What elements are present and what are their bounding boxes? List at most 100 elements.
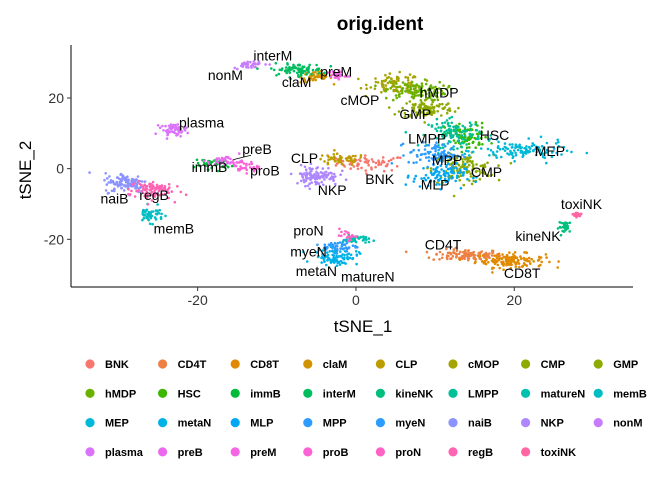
point-LMPP: [442, 136, 446, 140]
point-GMP: [417, 105, 420, 109]
point-naiB: [125, 180, 128, 183]
point-MPP: [440, 151, 444, 154]
point-regB: [127, 192, 130, 196]
point-LMPP: [422, 133, 426, 137]
point-hMDP: [415, 83, 419, 86]
point-CD8T: [548, 260, 551, 264]
point-CD4T: [462, 255, 466, 259]
point-proN: [343, 233, 346, 236]
point-CMP: [465, 171, 469, 174]
point-GMP: [419, 103, 423, 106]
point-BNK: [348, 163, 352, 166]
legend-key-HSC: [158, 388, 168, 398]
point-metaN: [348, 256, 352, 260]
point-regB: [176, 185, 179, 188]
point-metaN: [325, 254, 329, 258]
point-MEP: [527, 137, 530, 140]
point-preB: [220, 162, 223, 165]
point-CD4T: [455, 253, 459, 256]
point-LMPP: [448, 129, 451, 133]
point-hMDP: [431, 92, 435, 95]
point-CD4T: [432, 258, 436, 261]
point-CD8T: [474, 260, 477, 264]
point-NKP: [329, 177, 333, 180]
legend-entry-myeN: myeN: [375, 418, 425, 430]
point-CD8T: [491, 257, 495, 261]
point-NKP: [315, 167, 318, 170]
point-preB: [214, 158, 218, 162]
point-MEP: [529, 147, 532, 150]
point-LMPP: [450, 135, 454, 139]
point-NKP: [289, 172, 293, 176]
point-MLP: [444, 179, 448, 183]
point-kineNK: [564, 227, 568, 230]
point-hMDP: [450, 87, 453, 91]
point-nonM: [254, 62, 257, 65]
point-memB: [153, 216, 157, 219]
point-preB: [237, 152, 241, 155]
point-myeN: [345, 241, 349, 245]
point-plasma: [154, 132, 157, 135]
point-CMP: [466, 165, 469, 169]
point-HSC: [454, 141, 457, 145]
point-metaN: [338, 263, 342, 266]
legend-key-NKP: [521, 418, 531, 428]
point-claM: [302, 77, 306, 80]
point-MEP: [525, 145, 528, 148]
point-CD8T: [496, 255, 500, 258]
cluster-label-plasma: plasma: [179, 115, 224, 131]
point-LMPP: [427, 123, 430, 127]
legend-label-preB: preB: [178, 447, 203, 459]
point-CLP: [320, 154, 324, 157]
point-CMP: [487, 174, 490, 177]
point-MEP: [504, 146, 508, 149]
point-interM: [318, 71, 321, 75]
point-NKP: [309, 162, 313, 165]
point-MEP: [545, 161, 548, 165]
point-immB: [195, 158, 199, 162]
point-interM: [285, 71, 289, 75]
point-BNK: [392, 157, 395, 160]
point-HSC: [490, 142, 493, 145]
legend-key-myeN: [375, 418, 385, 428]
point-NKP: [314, 177, 317, 181]
point-MLP: [445, 164, 448, 167]
point-metaN: [317, 248, 321, 252]
point-CMP: [475, 163, 478, 166]
point-GMP: [411, 106, 414, 109]
point-BNK: [374, 161, 378, 165]
point-LMPP: [448, 124, 452, 128]
point-CMP: [472, 167, 476, 170]
point-NKP: [334, 182, 337, 186]
legend-label-plasma: plasma: [105, 447, 144, 459]
point-MPP: [432, 163, 435, 167]
point-memB: [145, 215, 149, 218]
point-proB: [257, 165, 261, 169]
point-interM: [272, 68, 276, 72]
point-NKP: [314, 180, 317, 184]
point-immB: [203, 162, 206, 166]
point-hMDP: [428, 91, 431, 95]
point-claM: [312, 73, 316, 77]
point-CD4T: [427, 256, 431, 260]
point-cMOP: [404, 75, 408, 79]
legend-entry-MEP: MEP: [85, 418, 129, 430]
point-MLP: [439, 174, 442, 178]
point-CLP: [330, 156, 333, 159]
point-immB: [230, 164, 234, 168]
point-cMOP: [364, 94, 368, 98]
point-HSC: [468, 146, 471, 149]
point-regB: [154, 187, 158, 191]
point-BNK: [370, 167, 373, 171]
point-hMDP: [413, 87, 417, 90]
point-CD8T: [487, 261, 490, 264]
point-kineNK: [560, 221, 563, 225]
point-MEP: [523, 147, 526, 150]
point-MPP: [437, 145, 440, 149]
point-CLP: [332, 153, 336, 156]
cluster-label-CMP: CMP: [471, 164, 502, 180]
legend-entry-naiB: naiB: [448, 418, 492, 430]
legend-entry-CMP: CMP: [521, 359, 565, 371]
point-cMOP: [374, 80, 378, 84]
point-CD4T: [440, 256, 444, 260]
